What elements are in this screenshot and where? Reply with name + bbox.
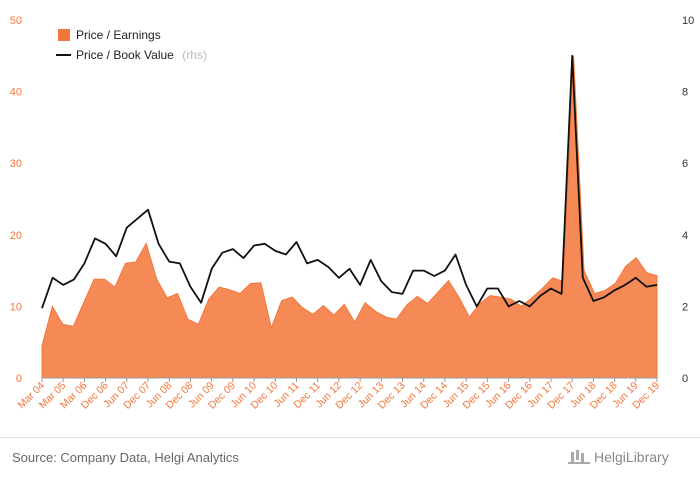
source-note: Source: Company Data, Helgi Analytics — [12, 450, 239, 465]
left-y-tick-0: 0 — [16, 373, 22, 385]
left-y-tick-1: 10 — [10, 301, 22, 313]
series-line-price-book-value — [41, 54, 658, 309]
left-y-tick-3: 30 — [10, 158, 22, 170]
logo-text: HelgiLibrary — [594, 449, 669, 465]
right-y-tick-2: 4 — [682, 230, 688, 242]
right-y-tick-3: 6 — [682, 158, 688, 170]
series-area-price-earnings — [41, 55, 658, 379]
series-layer — [41, 54, 658, 379]
legend-swatch-price-earnings — [58, 29, 70, 41]
left-y-tick-5: 50 — [10, 15, 22, 27]
legend: Price / Earnings Price / Book Value (rhs… — [56, 28, 207, 63]
right-y-tick-5: 10 — [682, 15, 694, 27]
legend-label-price-book: Price / Book Value (rhs) — [76, 46, 207, 63]
library-icon — [568, 448, 590, 464]
left-y-axis: 0 10 20 30 40 50 — [10, 15, 22, 385]
right-y-tick-4: 8 — [682, 87, 688, 99]
left-y-tick-4: 40 — [10, 87, 22, 99]
left-y-tick-2: 20 — [10, 230, 22, 242]
legend-label-price-book-name: Price / Book Value — [76, 48, 174, 62]
footer-divider — [0, 437, 700, 438]
helgi-library-logo: HelgiLibrary — [568, 448, 669, 465]
legend-label-price-earnings: Price / Earnings — [76, 28, 161, 42]
right-y-tick-1: 2 — [682, 301, 688, 313]
legend-label-price-book-rhs: (rhs) — [182, 48, 207, 62]
right-y-axis: 0 2 4 6 8 10 — [682, 15, 694, 385]
right-y-tick-0: 0 — [682, 373, 688, 385]
